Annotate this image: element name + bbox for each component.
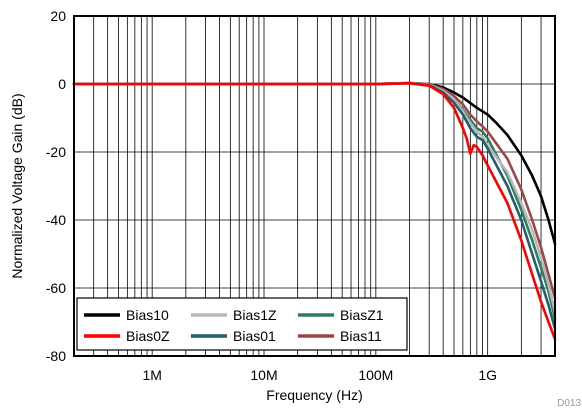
legend-label-bias01: Bias01 [233,328,276,344]
y-tick-label: -20 [46,144,66,160]
y-axis-title: Normalized Voltage Gain (dB) [9,93,25,278]
y-tick-label: -80 [46,348,66,364]
y-tick-label: -60 [46,280,66,296]
legend-label-bias11: Bias11 [340,328,382,344]
series-lines [72,81,557,341]
x-tick-label: 1M [142,367,161,383]
legend-label-bias1z: Bias1Z [233,307,277,323]
y-tick-labels: 20 0 -20 -40 -60 -80 [46,8,66,364]
x-axis-title: Frequency (Hz) [266,387,362,403]
figure-id: D013 [557,398,581,409]
y-tick-label: 0 [58,76,66,92]
x-tick-label: 10M [250,367,277,383]
legend-items: Bias10 Bias1Z BiasZ1 Bias0Z Bias01 Bias11 [84,307,384,344]
x-tick-labels: 1M 10M 100M 1G [142,367,497,383]
legend-label-biasz1: BiasZ1 [340,307,384,323]
y-tick-label: 20 [50,8,66,24]
legend-label-bias0z: Bias0Z [126,328,170,344]
y-tick-label: -40 [46,212,66,228]
x-tick-label: 100M [358,367,393,383]
legend: Bias10 Bias1Z BiasZ1 Bias0Z Bias01 Bias11 [76,297,408,351]
legend-label-bias10: Bias10 [126,307,169,323]
series-line-bias0z [72,82,557,341]
plot-frame [73,15,556,357]
legend-box [76,297,408,351]
x-tick-label: 1G [478,367,497,383]
